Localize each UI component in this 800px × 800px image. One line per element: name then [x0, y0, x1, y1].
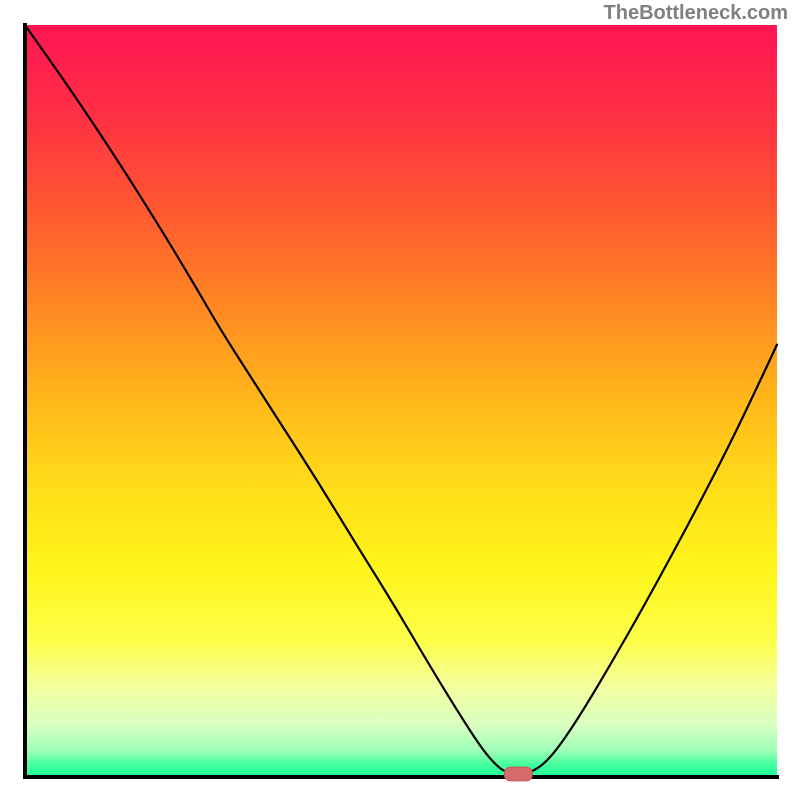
- optimum-marker: [504, 767, 532, 781]
- chart-container: TheBottleneck.com: [0, 0, 800, 800]
- watermark-label: TheBottleneck.com: [604, 2, 788, 25]
- bottleneck-chart: [0, 0, 800, 800]
- chart-background: [25, 25, 777, 777]
